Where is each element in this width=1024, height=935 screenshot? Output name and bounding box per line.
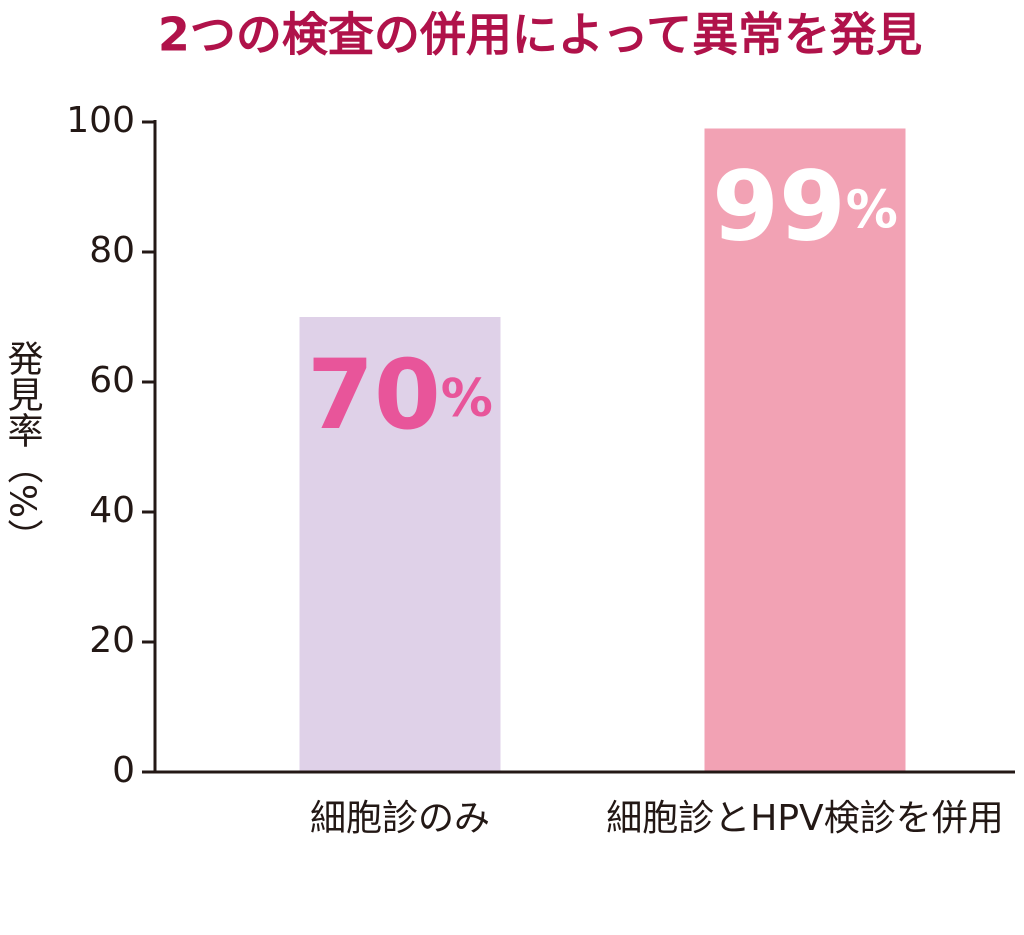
- chart-title: 2つの検査の併用によって異常を発見: [158, 8, 922, 62]
- bar: [704, 128, 906, 772]
- y-tick-label: 100: [66, 100, 135, 141]
- bar: [299, 317, 501, 772]
- y-axis-label: 発見率（%）: [2, 340, 44, 554]
- y-tick-label: 60: [89, 360, 135, 401]
- y-tick-label: 0: [112, 750, 135, 791]
- x-tick-label: 細胞診のみ: [310, 798, 490, 839]
- y-tick-label: 40: [89, 490, 135, 531]
- y-tick-label: 80: [89, 230, 135, 271]
- value-label: 70%: [307, 339, 493, 451]
- y-tick-label: 20: [89, 620, 135, 661]
- x-tick-label: 細胞診とHPV検診を併用: [606, 798, 1003, 839]
- value-label: 99%: [712, 151, 898, 263]
